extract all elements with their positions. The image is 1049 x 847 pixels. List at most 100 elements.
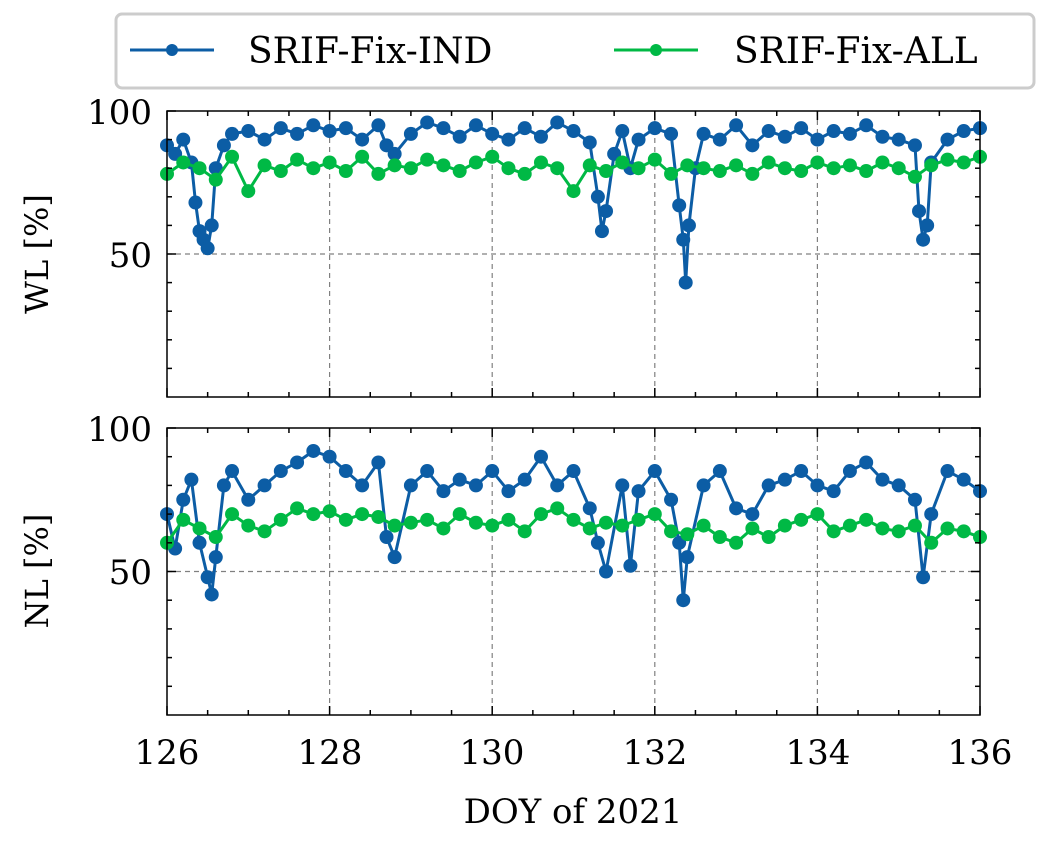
panel-0-series-0-point bbox=[712, 132, 727, 147]
panel-0-series-1-point bbox=[842, 158, 857, 173]
panel-1-series-1-point bbox=[826, 524, 841, 539]
panel-1-series-0-point bbox=[696, 478, 711, 493]
panel-0-series-1-point bbox=[290, 152, 305, 167]
panel-0-series-0-point bbox=[208, 161, 223, 176]
panel-1-series-1-point bbox=[273, 512, 288, 527]
x-tick-label-126: 126 bbox=[135, 733, 200, 773]
panel-0-series-1-point bbox=[338, 164, 353, 179]
panel-0-series-1-point bbox=[745, 166, 760, 181]
panel-1-series-0-point bbox=[745, 507, 760, 522]
panel-0-series-0-point bbox=[200, 241, 215, 256]
panel-1-series-0-point bbox=[859, 455, 874, 470]
panel-0-series-1-point bbox=[192, 161, 207, 176]
panel-1-series-1-point bbox=[338, 512, 353, 527]
panel-1-series-0-point bbox=[452, 472, 467, 487]
panel-0-series-0-point bbox=[647, 121, 662, 136]
panel-0-series-0-point bbox=[956, 124, 971, 139]
panel-0-series-1-point bbox=[225, 149, 240, 164]
panel-0-series-1-point bbox=[907, 169, 922, 184]
panel-1-series-0-point bbox=[485, 464, 500, 479]
panel-1-series-1-point bbox=[452, 507, 467, 522]
panel-0-series-0-point bbox=[468, 118, 483, 133]
panel-1-series-1-point bbox=[355, 507, 370, 522]
panel-1-series-0-point bbox=[290, 455, 305, 470]
panel-0-grid bbox=[167, 111, 980, 397]
panel-1-series-0-point bbox=[379, 530, 394, 545]
panel-0-series-0-point bbox=[550, 115, 565, 130]
panel-0-series-0-point bbox=[590, 189, 605, 204]
panel-0-series-1-point bbox=[729, 158, 744, 173]
panel-1-series-0-point bbox=[225, 464, 240, 479]
panel-1-series-1-point bbox=[322, 504, 337, 519]
panel-0-series-0-point bbox=[420, 115, 435, 130]
panel-1-series-0-point bbox=[501, 484, 516, 499]
panel-0-series-0-point bbox=[204, 218, 219, 233]
panel-1-series-0-point bbox=[956, 472, 971, 487]
panel-1-series-0-point bbox=[810, 478, 825, 493]
panel-1-series-0-point bbox=[647, 464, 662, 479]
panel-0-series-1-point bbox=[761, 155, 776, 170]
panel-1-series-0-point bbox=[257, 478, 272, 493]
panel-0-series-1-point bbox=[859, 164, 874, 179]
panel-0-series-0-point bbox=[891, 132, 906, 147]
panel-0-series-1-point bbox=[550, 161, 565, 176]
panel-0-series-1-point bbox=[273, 164, 288, 179]
panel-1-series-1-point bbox=[208, 530, 223, 545]
panel-1-series-0-point bbox=[387, 550, 402, 565]
panel-0-series-1-point bbox=[940, 152, 955, 167]
panel-1-series-1-point bbox=[468, 515, 483, 530]
x-tick-label-130: 130 bbox=[460, 733, 525, 773]
panel-0-series-0-point bbox=[533, 129, 548, 144]
panel-1-series-0-point bbox=[590, 535, 605, 550]
legend-label-1: SRIF-Fix-ALL bbox=[734, 31, 978, 72]
panel-0-series-1-point bbox=[647, 152, 662, 167]
panel-0-series-1-point bbox=[599, 164, 614, 179]
panel-0-ytick-50: 50 bbox=[109, 236, 152, 276]
panel-0-series-1-point bbox=[403, 161, 418, 176]
panel-1-series-1-point bbox=[225, 507, 240, 522]
panel-1-series-0-point bbox=[777, 472, 792, 487]
panel-0-series-0-point bbox=[859, 118, 874, 133]
panel-0-series-0-point bbox=[826, 124, 841, 139]
panel-1-series-0-point bbox=[916, 570, 931, 585]
x-axis-label: DOY of 2021 bbox=[464, 792, 683, 832]
panel-0-series-0-point bbox=[176, 132, 191, 147]
panel-0-series-0-point bbox=[273, 121, 288, 136]
panel-1-series-1-point bbox=[566, 512, 581, 527]
panel-0-series-0-point bbox=[436, 121, 451, 136]
panel-1-series-1-point bbox=[664, 524, 679, 539]
panel-0-series-0-point bbox=[387, 146, 402, 161]
panel-0-series-0-point bbox=[664, 126, 679, 141]
panel-1-series-1-point bbox=[371, 509, 386, 524]
legend-marker-1 bbox=[650, 44, 662, 56]
panel-nl: 50 100 NL [%] bbox=[18, 410, 987, 716]
panel-1-series-0-point bbox=[208, 550, 223, 565]
panel-1-series-1-point bbox=[306, 507, 321, 522]
panel-1-series-1-point bbox=[192, 521, 207, 536]
panel-0-series-1-point bbox=[924, 158, 939, 173]
panel-1-series-0-point bbox=[826, 484, 841, 499]
panel-0-series-1-point bbox=[680, 158, 695, 173]
panel-1-series-1-point bbox=[875, 521, 890, 536]
panel-0-series-0-point bbox=[501, 132, 516, 147]
panel-0-series-1-point bbox=[355, 149, 370, 164]
panel-1-series-0-point bbox=[517, 472, 532, 487]
panel-1-series-1-point bbox=[647, 507, 662, 522]
panel-1-series-1-point bbox=[615, 518, 630, 533]
panel-1-series-1-point bbox=[517, 524, 532, 539]
panel-0-series-1-point bbox=[387, 158, 402, 173]
panel-0-series-1-point bbox=[257, 158, 272, 173]
panel-1-series-0-point bbox=[355, 478, 370, 493]
panel-0-series-1-point bbox=[891, 161, 906, 176]
panel-0-series-1-point bbox=[631, 161, 646, 176]
x-tick-label-134: 134 bbox=[786, 733, 851, 773]
panel-0-series-0-point bbox=[810, 132, 825, 147]
panel-0-series-0-point bbox=[676, 232, 691, 247]
panel-1-series-0-point bbox=[204, 587, 219, 602]
panel-0-series-0-point bbox=[371, 118, 386, 133]
panel-1-series-1-point bbox=[712, 530, 727, 545]
panel-0-series-0-point bbox=[912, 204, 927, 219]
panel-0-series-0-point bbox=[672, 198, 687, 213]
panel-1-series-1-point bbox=[924, 535, 939, 550]
panel-1-series-1-point bbox=[907, 518, 922, 533]
